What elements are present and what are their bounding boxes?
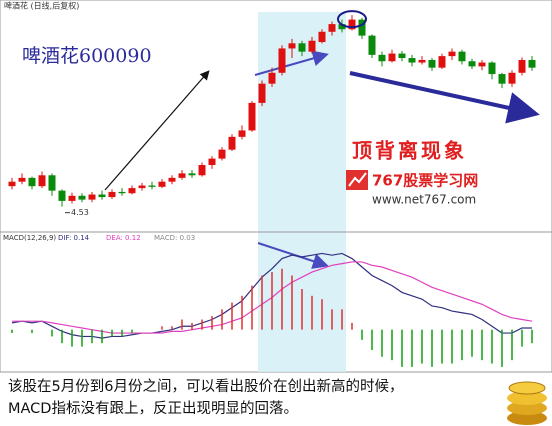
candle-body [528,59,536,68]
caption-line: 该股在5月份到6月份之间，可以看出股价在创出新高的时候， [8,379,404,395]
candle-body [448,51,456,57]
candle-body [138,185,146,189]
candle-body [388,53,396,62]
candle-body [508,72,516,84]
legend-entry: DEA: 0.12 [106,234,141,242]
coins-icon [507,381,547,425]
candle-body [148,185,156,187]
candle-body [318,31,326,43]
candle-body [468,61,476,67]
candle-body [408,58,416,63]
candle-body [368,35,376,55]
candle-body [418,59,426,63]
macd-line [11,252,532,339]
candle-body [238,130,246,137]
candle-body [458,51,466,62]
candle-body [178,173,186,178]
candle-body [108,191,116,198]
candle-body [358,19,366,36]
candle-body [428,59,436,68]
candle-body [328,24,336,32]
candle-body [98,194,106,198]
candle-body [488,62,496,75]
caption-line: MACD指标没有跟上，反正出现明显的回落。 [8,401,298,417]
candle-body [168,177,176,182]
candle-body [268,72,276,84]
candle-body [158,181,166,187]
candle-body [228,136,236,150]
candle-body [28,177,36,187]
candle-body [188,173,196,176]
candle-body [278,48,286,73]
candle-body [48,175,56,191]
candle-body [288,43,296,49]
legend-entry: MACD: 0.03 [154,234,195,242]
candle-body [128,188,136,194]
candle-body [68,195,76,201]
candle-body [348,19,356,30]
candle-body [8,181,16,187]
candle-body [78,195,86,200]
candle-body [518,59,526,73]
candle-body [378,54,386,62]
caption: 该股在5月份到6月份之间，可以看出股价在创出新高的时候， MACD指标没有跟上，… [8,376,498,420]
candle-body [118,191,126,194]
trend-arrow [104,70,210,191]
candle-body [398,53,406,59]
site-logo-mark [348,172,367,187]
trend-arrow [254,50,329,76]
candle-body [198,165,206,176]
candle-body [498,74,506,84]
site-name: 767股票学习网 [372,172,478,190]
candle-body [38,175,46,187]
trend-arrow [257,242,329,269]
trend-arrow [349,71,540,124]
candle-body [308,40,316,52]
candle-body [218,149,226,159]
macd-title: MACD(12,26,9) [3,234,56,242]
candle-body [478,62,486,67]
stock-title: 啤酒花600090 [22,45,152,67]
candle-body [248,102,256,131]
candle-body [298,43,306,52]
candle-body [18,177,26,182]
candle-body [208,158,216,166]
site-url: www.net767.com [372,193,476,207]
candle-body [88,194,96,200]
candle-body [58,190,66,201]
candle-body [338,24,346,30]
candle-body [258,83,266,103]
stock-header: 啤酒花 (日线,后复权) [4,1,79,11]
candle-body [438,56,446,68]
legend-entry: DIF: 0.14 [58,234,90,242]
low-label: 4.53 [71,208,89,217]
peak-circle [337,10,367,29]
annotation: 顶背离现象 [352,139,467,163]
